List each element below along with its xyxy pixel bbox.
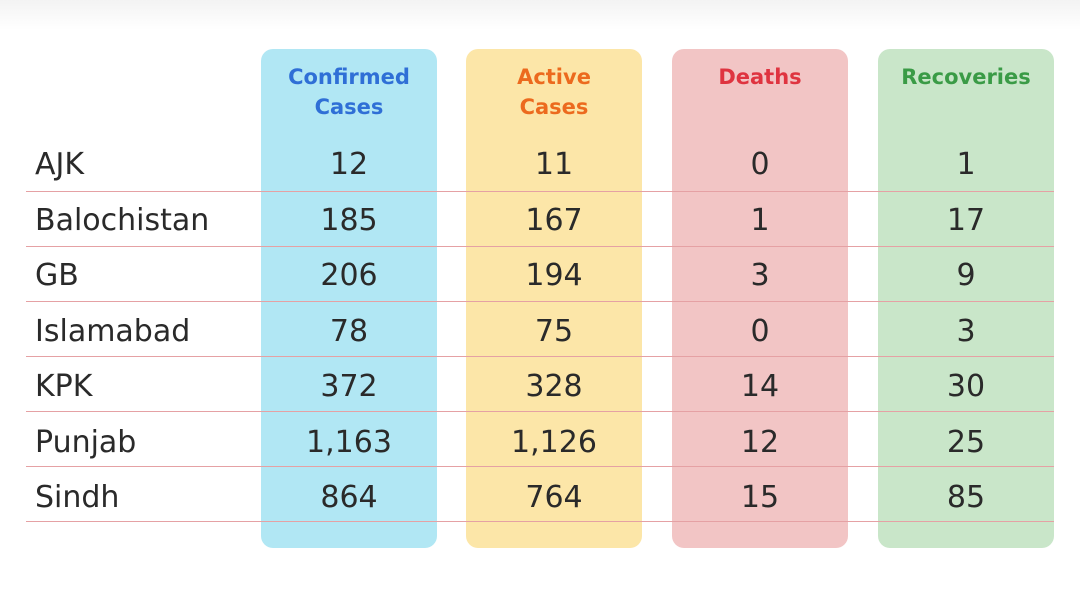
recoveries-value-cell: 25 xyxy=(946,424,986,460)
deaths-value-cell: 0 xyxy=(750,313,770,349)
row-divider xyxy=(26,301,1054,302)
active-value-cell: 75 xyxy=(534,313,574,349)
confirmed-value-cell: 185 xyxy=(320,202,378,238)
recoveries-value-cell: 85 xyxy=(946,480,986,515)
row-divider xyxy=(26,521,1054,522)
recoveries-value-cell: 1 xyxy=(956,147,976,182)
region-label: AJK xyxy=(35,147,85,182)
active-column-background xyxy=(466,49,642,548)
confirmed-value-cell: 206 xyxy=(320,258,378,293)
active-value-cell: 11 xyxy=(534,147,574,182)
active-value-cell: 1,126 xyxy=(511,424,597,460)
region-label: Sindh xyxy=(35,480,120,515)
recoveries-value-cell: 3 xyxy=(956,313,976,349)
confirmed-value-cell: 78 xyxy=(329,313,369,349)
active-value-cell: 167 xyxy=(525,202,583,238)
recoveries-value-cell: 30 xyxy=(946,369,986,404)
confirmed-value-cell: 12 xyxy=(329,147,369,182)
region-label: Balochistan xyxy=(35,202,210,238)
recoveries-value-cell: 9 xyxy=(956,258,976,293)
active-cases-header: Active Cases xyxy=(517,65,591,119)
row-divider xyxy=(26,191,1054,192)
recoveries-column-background xyxy=(878,49,1054,548)
deaths-value-cell: 3 xyxy=(750,258,770,293)
confirmed-value-cell: 864 xyxy=(320,480,378,515)
active-value-cell: 764 xyxy=(525,480,583,515)
confirmed-column-background xyxy=(261,49,437,548)
confirmed-value-cell: 1,163 xyxy=(306,424,392,460)
deaths-value-cell: 14 xyxy=(740,369,780,404)
row-divider xyxy=(26,246,1054,247)
row-divider xyxy=(26,356,1054,357)
deaths-value-cell: 0 xyxy=(750,147,770,182)
region-label: Islamabad xyxy=(35,313,191,349)
recoveries-header: Recoveries xyxy=(901,65,1031,89)
row-divider xyxy=(26,411,1054,412)
deaths-value-cell: 1 xyxy=(750,202,770,238)
confirmed-cases-header: Confirmed Cases xyxy=(288,65,410,119)
active-value-cell: 194 xyxy=(525,258,583,293)
region-label: Punjab xyxy=(35,424,137,460)
deaths-header: Deaths xyxy=(718,65,802,89)
deaths-value-cell: 15 xyxy=(740,480,780,515)
confirmed-value-cell: 372 xyxy=(320,369,378,404)
deaths-column-background xyxy=(672,49,848,548)
top-shade xyxy=(0,0,1080,30)
recoveries-value-cell: 17 xyxy=(946,202,986,238)
deaths-value-cell: 12 xyxy=(740,424,780,460)
region-label: KPK xyxy=(35,369,93,404)
region-label: GB xyxy=(35,258,79,293)
row-divider xyxy=(26,466,1054,467)
active-value-cell: 328 xyxy=(525,369,583,404)
